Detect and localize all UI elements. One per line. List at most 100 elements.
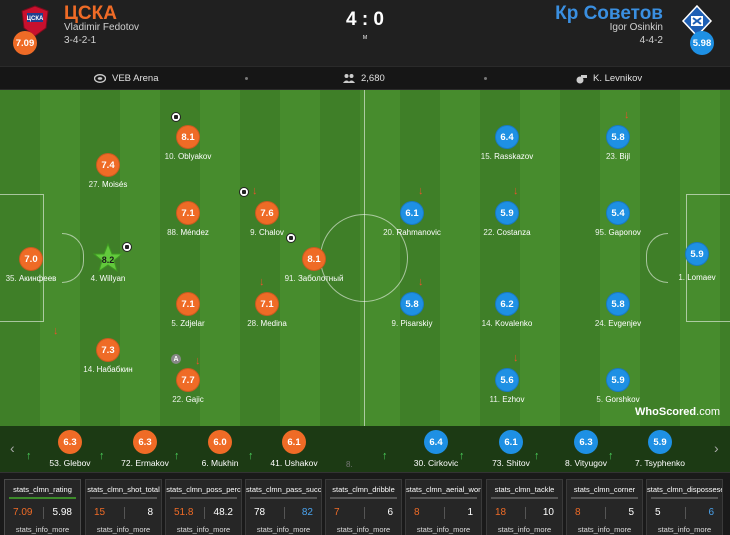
chevron-left-icon[interactable]: ‹ bbox=[10, 440, 15, 456]
chevron-right-icon[interactable]: › bbox=[714, 440, 719, 456]
arrow-up-icon: ↑ bbox=[174, 450, 180, 462]
player-card[interactable]: 7.0 35. Акинфеев bbox=[0, 247, 76, 295]
stat-card-possession[interactable]: stats_clmn_poss_perc 51.8 48.2 stats_inf… bbox=[165, 479, 242, 535]
player-card[interactable]: 7.1 ↓ 28. Medina bbox=[222, 276, 312, 340]
stat-more-link[interactable]: stats_info_more bbox=[15, 525, 70, 534]
stat-more-link[interactable]: stats_info_more bbox=[657, 525, 712, 534]
player-name: Mukhin bbox=[211, 458, 239, 468]
player-number: 10. bbox=[164, 152, 176, 161]
player-card[interactable]: 5.8 24. Evgenjev bbox=[573, 292, 663, 340]
player-card[interactable]: 5.9 ↓ 22. Costanza bbox=[462, 185, 552, 249]
stat-label: stats_clmn_aerial_won bbox=[406, 485, 481, 494]
player-rating: 7.4 bbox=[96, 153, 120, 177]
away-team-name[interactable]: Кр Советов bbox=[555, 3, 663, 24]
stat-divider bbox=[170, 497, 237, 499]
player-card[interactable]: 5.8 ↓ 23. Bijl bbox=[573, 109, 663, 173]
player-card[interactable]: 7.4 27. Moisés bbox=[63, 153, 153, 201]
stat-separator bbox=[525, 507, 526, 519]
stat-home-value: 15 bbox=[94, 507, 106, 518]
stat-card-aerials[interactable]: stats_clmn_aerial_won 8 1 stats_info_mor… bbox=[405, 479, 482, 535]
player-card[interactable]: 5.6 ↓ 11. Ezhov bbox=[462, 352, 552, 416]
away-manager: Igor Osinkin bbox=[609, 22, 663, 33]
stat-card-pass-success[interactable]: stats_clmn_pass_succ 78 82 stats_info_mo… bbox=[245, 479, 322, 535]
sub-player-card[interactable]: 6.1 ↑ 41. Ushakov bbox=[248, 426, 334, 472]
player-rating: 5.8 bbox=[400, 292, 424, 316]
stat-home-value: 18 bbox=[495, 507, 507, 518]
player-rating: 6.1 bbox=[282, 430, 306, 454]
stat-more-link[interactable]: stats_info_more bbox=[336, 525, 391, 534]
player-number: 14. bbox=[481, 319, 493, 328]
stat-more-link[interactable]: stats_info_more bbox=[176, 525, 231, 534]
player-card[interactable]: 5.4 95. Gaponov bbox=[573, 201, 663, 249]
stat-divider bbox=[651, 497, 718, 499]
player-card[interactable]: 5.9 5. Gorshkov bbox=[573, 368, 663, 416]
player-card[interactable]: 6.1 ↓ 20. Rahmanovic bbox=[367, 185, 457, 249]
football-icon bbox=[122, 242, 132, 252]
stat-more-link[interactable]: stats_info_more bbox=[497, 525, 552, 534]
arrow-up-icon: ↑ bbox=[99, 450, 105, 462]
stat-separator bbox=[444, 507, 445, 519]
player-name: Rasskazov bbox=[494, 152, 534, 161]
stat-more-link[interactable]: stats_info_more bbox=[96, 525, 151, 534]
away-team-rating: 5.98 bbox=[690, 31, 714, 55]
stat-label: stats_clmn_dribble bbox=[332, 485, 395, 494]
player-number: 35. bbox=[5, 274, 17, 283]
sub-player-card[interactable]: 6.0 ↑ 6. Mukhin bbox=[174, 426, 260, 472]
sub-player-card[interactable]: 6.3 ↑ 53. Glebov bbox=[26, 426, 110, 472]
sub-player-card[interactable]: 6.4 ↑ 30. Cirkovic bbox=[382, 426, 476, 472]
player-rating: 5.9 bbox=[685, 242, 709, 266]
arrow-up-icon: ↑ bbox=[608, 450, 614, 462]
player-card-man-of-the-match[interactable]: 8.2 4. Willyan bbox=[63, 242, 153, 295]
home-team-name[interactable]: ЦСКА bbox=[64, 3, 117, 24]
sub-player-card[interactable]: 6.3 ↑ 8. Vityugov bbox=[534, 426, 626, 472]
stat-label: stats_clmn_pass_succ bbox=[246, 485, 321, 494]
player-card[interactable]: 8.1 10. Oblyakov bbox=[143, 112, 233, 173]
player-card[interactable]: 8.1 91. Заболотный bbox=[269, 233, 359, 295]
player-name: Gaponov bbox=[608, 228, 641, 237]
player-card[interactable]: 7.3 ↓ 14. Набабкин bbox=[53, 325, 153, 386]
player-rating: 5.6 bbox=[495, 368, 519, 392]
player-card[interactable]: 7.6 ↓ 9. Chalov bbox=[222, 185, 312, 249]
crowd-icon bbox=[343, 74, 355, 83]
stat-card-corners[interactable]: stats_clmn_corner 8 5 stats_info_more bbox=[566, 479, 643, 535]
stat-away-value: 10 bbox=[542, 507, 554, 518]
sub-player-card[interactable]: 6.1 ↑ 73. Shitov bbox=[459, 426, 551, 472]
stat-away-value: 1 bbox=[467, 507, 473, 518]
player-number: 14. bbox=[83, 365, 95, 374]
home-formation: 3-4-2-1 bbox=[64, 35, 97, 46]
player-card[interactable]: 7.1 88. Méndez bbox=[143, 201, 233, 249]
stat-card-shots[interactable]: stats_clmn_shot_total 15 8 stats_info_mo… bbox=[85, 479, 162, 535]
stat-away-value: 48.2 bbox=[213, 507, 233, 518]
stat-divider bbox=[90, 497, 157, 499]
stat-more-link[interactable]: stats_info_more bbox=[416, 525, 471, 534]
player-rating: 6.1 bbox=[400, 201, 424, 225]
sub-player-card[interactable]: 5.9 ↑ 7. Tsyphenko bbox=[608, 426, 700, 472]
player-card[interactable]: 7.7 A ↓ 22. Gajic bbox=[143, 354, 233, 416]
stat-away-value: 5 bbox=[628, 507, 634, 518]
watermark-brand: WhoScored bbox=[635, 406, 697, 418]
match-score: 4 : 0 bbox=[345, 9, 385, 30]
player-card[interactable]: 5.9 1. Lomaev bbox=[652, 242, 730, 290]
player-name: Bijl bbox=[619, 152, 631, 161]
player-name: Méndez bbox=[180, 228, 209, 237]
stat-card-dispossessed[interactable]: stats_clmn_dispossesed 5 6 stats_info_mo… bbox=[646, 479, 723, 535]
player-card[interactable]: 5.8 ↓ 9. Pisarskiy bbox=[367, 276, 457, 340]
arrow-up-icon: ↑ bbox=[459, 450, 465, 462]
stat-more-link[interactable]: stats_info_more bbox=[256, 525, 311, 534]
player-number: 41. bbox=[270, 458, 283, 468]
player-name: Glebov bbox=[63, 458, 91, 468]
arrow-down-icon: ↓ bbox=[259, 276, 265, 288]
player-rating: 6.2 bbox=[495, 292, 519, 316]
away-crest-icon[interactable] bbox=[680, 4, 714, 38]
stat-more-link[interactable]: stats_info_more bbox=[577, 525, 632, 534]
arrow-down-icon: ↓ bbox=[418, 276, 424, 288]
player-number: 9. bbox=[391, 319, 399, 328]
player-card[interactable]: 6.2 14. Kovalenko bbox=[462, 292, 552, 340]
stat-card-tackles[interactable]: stats_clmn_tackle 18 10 stats_info_more bbox=[486, 479, 563, 535]
stat-card-dribbles[interactable]: stats_clmn_dribble 7 6 stats_info_more bbox=[325, 479, 402, 535]
sub-player-card[interactable]: 6.3 ↑ 72. Ermakov bbox=[99, 426, 185, 472]
player-card[interactable]: 7.1 5. Zdjelar bbox=[143, 292, 233, 340]
player-rating: 8.2 bbox=[101, 255, 115, 265]
stat-card-rating[interactable]: stats_clmn_rating 7.09 5.98 stats_info_m… bbox=[4, 479, 81, 535]
player-card[interactable]: 6.4 15. Rasskazov bbox=[462, 125, 552, 173]
